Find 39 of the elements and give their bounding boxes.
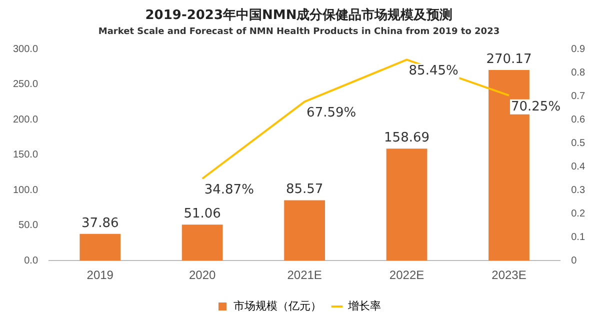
y-tick-label: 250.0 xyxy=(12,79,38,90)
data-label: 37.86 xyxy=(82,216,119,231)
y2-tick-label: 0.9 xyxy=(571,44,586,55)
y2-tick-label: 0 xyxy=(571,255,578,266)
data-label: 70.25% xyxy=(510,99,561,114)
y-tick-label: 150.0 xyxy=(12,150,38,161)
legend-label: 市场规模（亿元） xyxy=(234,300,322,313)
bar xyxy=(284,200,326,261)
y-tick-label: 0.0 xyxy=(24,255,38,266)
y2-tick-label: 0.7 xyxy=(571,90,586,102)
y-tick-label: 300.0 xyxy=(12,44,38,55)
data-label: 270.17 xyxy=(486,52,532,67)
data-label: 34.87% xyxy=(204,182,254,198)
y2-tick-label: 0.1 xyxy=(571,232,586,243)
y-tick-label: 100.0 xyxy=(12,184,38,196)
y2-tick-label: 0.5 xyxy=(571,138,586,149)
bar xyxy=(386,148,428,261)
x-tick-label: 2020 xyxy=(188,268,216,282)
x-tick-label: 2023E xyxy=(492,268,526,282)
data-label: 85.45% xyxy=(408,64,458,79)
data-label: 85.57 xyxy=(286,182,324,198)
data-label: 67.59% xyxy=(306,106,356,121)
y2-tick-label: 0.3 xyxy=(571,184,586,196)
chart-title: 2019-2023年中国NMN成分保健品市场规模及预测 xyxy=(144,6,454,24)
y2-tick-label: 0.6 xyxy=(571,114,586,126)
y-tick-label: 200.0 xyxy=(12,114,38,126)
y2-tick-label: 0.2 xyxy=(571,208,586,220)
y-tick-label: 50.0 xyxy=(18,220,38,232)
bar xyxy=(80,234,121,261)
bar xyxy=(182,224,223,261)
chart-subtitle: Market Scale and Forecast of NMN Health Products in China from 2019 to 2023 xyxy=(97,27,501,37)
data-label: 158.69 xyxy=(384,130,430,146)
x-tick-label: 2022E xyxy=(389,268,424,282)
y2-tick-label: 0.4 xyxy=(571,161,586,172)
x-tick-label: 2021E xyxy=(287,268,322,282)
legend-label: 增长率 xyxy=(347,300,381,313)
y2-tick-label: 0.8 xyxy=(571,67,586,78)
x-tick-label: 2019 xyxy=(86,268,114,282)
data-label: 51.06 xyxy=(184,206,221,222)
